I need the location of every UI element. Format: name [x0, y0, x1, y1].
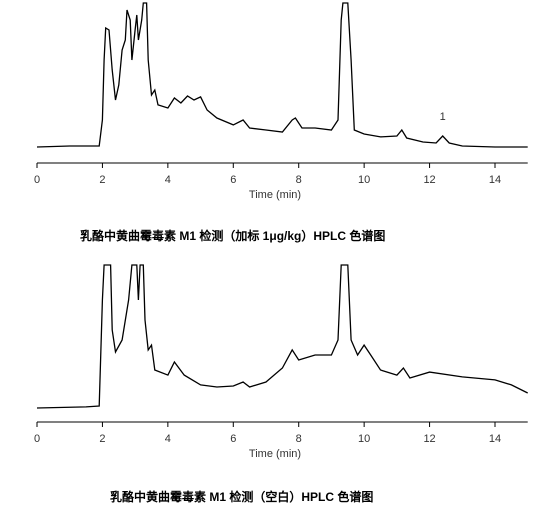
x-tick-label: 8 — [296, 433, 302, 445]
chromatogram-line — [36, 264, 528, 409]
x-axis-label: Time (min) — [249, 448, 301, 460]
x-tick-label: 0 — [34, 174, 40, 186]
x-axis-label: Time (min) — [249, 189, 301, 201]
x-tick-label: 4 — [165, 174, 171, 186]
caption: 乳酪中黄曲霉毒素 M1 检测（加标 1μg/kg）HPLC 色谱图 — [80, 228, 385, 243]
caption: 乳酪中黄曲霉毒素 M1 检测（空白）HPLC 色谱图 — [110, 489, 373, 504]
x-tick-label: 2 — [99, 174, 105, 186]
x-tick-label: 10 — [358, 174, 370, 186]
x-tick-label: 6 — [230, 433, 236, 445]
x-tick-label: 2 — [99, 433, 105, 445]
x-tick-label: 0 — [34, 433, 40, 445]
x-tick-label: 14 — [489, 174, 501, 186]
x-tick-label: 4 — [165, 433, 171, 445]
x-tick-label: 8 — [296, 174, 302, 186]
x-tick-label: 12 — [423, 433, 435, 445]
peak-annotation: 1 — [440, 111, 446, 123]
x-tick-label: 12 — [423, 174, 435, 186]
x-tick-label: 10 — [358, 433, 370, 445]
x-tick-label: 6 — [230, 174, 236, 186]
x-tick-label: 14 — [489, 433, 501, 445]
chromatogram-line — [36, 2, 528, 148]
